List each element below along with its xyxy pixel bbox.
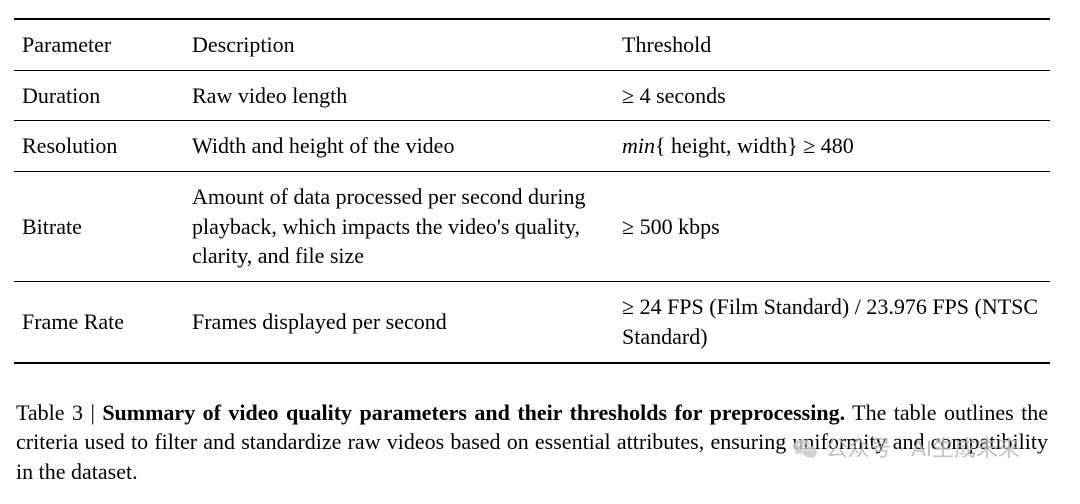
- caption-separator: |: [83, 400, 102, 425]
- cell-thr: min{ height, width} ≥ 480: [614, 121, 1050, 172]
- col-header-parameter: Parameter: [14, 19, 184, 70]
- cell-param: Resolution: [14, 121, 184, 172]
- cell-thr: ≥ 24 FPS (Film Standard) / 23.976 FPS (N…: [614, 282, 1050, 363]
- page-root: Parameter Description Threshold Duration…: [0, 0, 1080, 487]
- table-row: Bitrate Amount of data processed per sec…: [14, 172, 1050, 282]
- table-header-row: Parameter Description Threshold: [14, 19, 1050, 70]
- table-row: Resolution Width and height of the video…: [14, 121, 1050, 172]
- cell-param: Bitrate: [14, 172, 184, 282]
- col-header-description: Description: [184, 19, 614, 70]
- table-row: Duration Raw video length ≥ 4 seconds: [14, 70, 1050, 121]
- cell-desc: Width and height of the video: [184, 121, 614, 172]
- col-header-threshold: Threshold: [614, 19, 1050, 70]
- cell-param: Duration: [14, 70, 184, 121]
- cell-desc: Raw video length: [184, 70, 614, 121]
- table-row: Frame Rate Frames displayed per second ≥…: [14, 282, 1050, 363]
- caption-title: Summary of video quality parameters and …: [102, 400, 845, 425]
- caption-label: Table 3: [16, 400, 83, 425]
- cell-thr: ≥ 500 kbps: [614, 172, 1050, 282]
- cell-thr: ≥ 4 seconds: [614, 70, 1050, 121]
- cell-param: Frame Rate: [14, 282, 184, 363]
- table-caption: Table 3 | Summary of video quality param…: [14, 398, 1050, 487]
- cell-desc: Amount of data processed per second duri…: [184, 172, 614, 282]
- parameters-table: Parameter Description Threshold Duration…: [14, 18, 1050, 364]
- cell-desc: Frames displayed per second: [184, 282, 614, 363]
